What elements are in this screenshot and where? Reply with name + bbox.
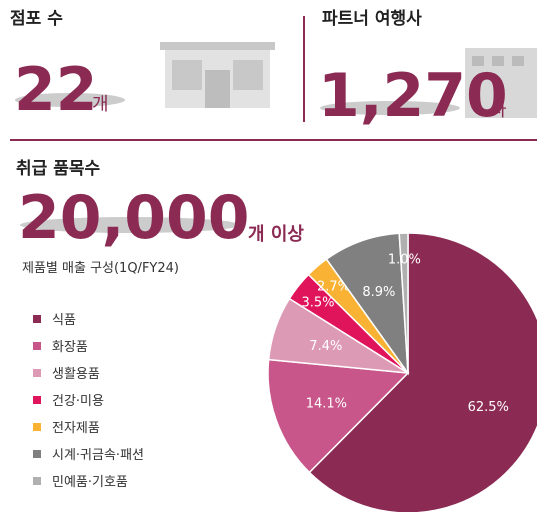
legend-label: 민예품·기호품 [52,475,128,490]
stat-unit: 개 이상 [248,224,304,245]
legend-swatch [33,342,41,350]
stat-number: 20,000 [18,183,250,253]
legend-swatch [33,423,41,431]
shadow [15,93,125,107]
pie-slice [308,232,537,512]
chart-title: 제품별 매출 구성(1Q/FY24) [22,261,179,276]
legend-swatch [33,369,41,377]
legend-label: 식품 [52,313,76,328]
shadow [20,217,240,233]
shadow [320,101,460,115]
legend-label: 전자제품 [52,421,100,436]
legend-swatch [33,315,41,323]
stat-label: 점포 수 [10,9,63,29]
data-label: 1.0% [388,252,421,267]
legend-label: 시계·귀금속·패션 [52,448,144,463]
legend-label: 생활용품 [52,367,100,382]
data-label: 62.5% [468,400,509,415]
legend-label: 화장품 [52,340,88,355]
pie-slice [398,232,409,374]
data-label: 14.1% [306,397,347,412]
legend-label: 건강·미용 [52,394,104,409]
data-label: 2.7% [317,280,350,295]
pie-slice [267,358,410,474]
stat-label: 파트너 여행사 [322,9,422,29]
legend-swatch [33,477,41,485]
stat-number: 1,270 [318,61,508,131]
stat-number: 22 [14,55,98,125]
legend-swatch [33,396,41,404]
legend-swatch [33,450,41,458]
agency-icon [465,48,537,118]
stat-label: 취급 품목수 [16,158,100,179]
data-label: 7.4% [309,339,342,354]
stat-unit: 사 [490,100,507,121]
data-label: 8.9% [362,285,395,300]
store-icon [160,42,275,108]
data-label: 3.5% [302,296,335,311]
stat-unit: 개 [92,94,109,115]
